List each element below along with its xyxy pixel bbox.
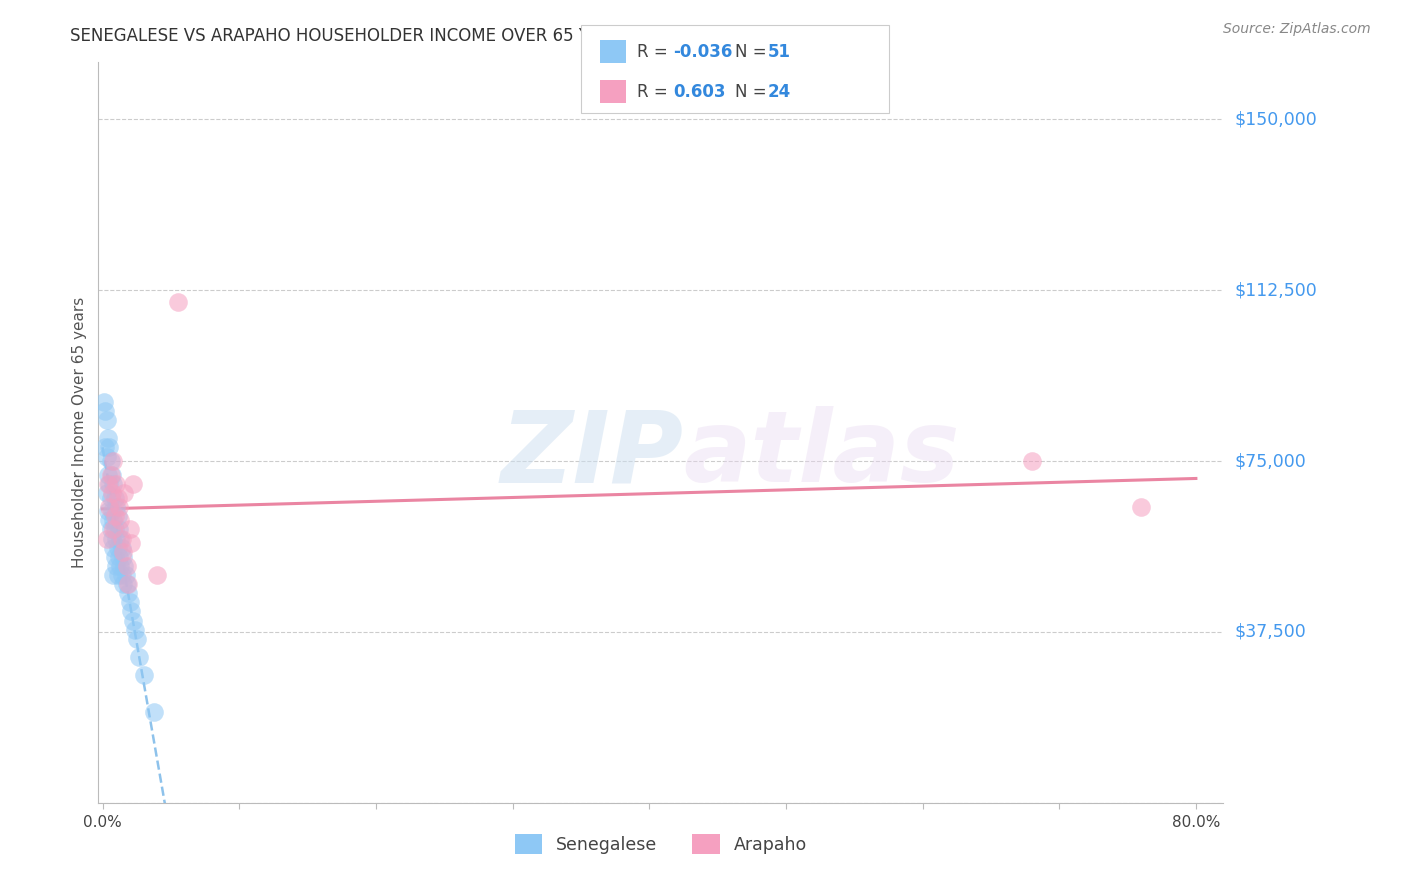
- Text: $150,000: $150,000: [1234, 111, 1317, 128]
- Text: -0.036: -0.036: [673, 43, 733, 61]
- Point: [111, 568, 134, 582]
- Legend: Senegalese, Arapaho: Senegalese, Arapaho: [508, 827, 814, 861]
- Text: ZIP: ZIP: [501, 407, 683, 503]
- Point: [110, 558, 132, 573]
- Point: [105, 532, 128, 546]
- Point: [105, 500, 128, 514]
- Point: [114, 568, 136, 582]
- Text: R =: R =: [637, 43, 673, 61]
- Text: Source: ZipAtlas.com: Source: ZipAtlas.com: [1223, 22, 1371, 37]
- Point: [112, 486, 135, 500]
- Text: 24: 24: [768, 83, 792, 101]
- Point: [111, 532, 134, 546]
- Point: [115, 558, 138, 573]
- Point: [120, 604, 142, 618]
- Point: [100, 491, 122, 505]
- Point: [108, 500, 131, 514]
- Point: [121, 476, 143, 491]
- Point: [166, 294, 188, 309]
- Text: atlas: atlas: [683, 407, 960, 503]
- Point: [98, 476, 121, 491]
- Text: 0.603: 0.603: [673, 83, 725, 101]
- Y-axis label: Householder Income Over 65 years: Householder Income Over 65 years: [72, 297, 87, 568]
- Text: $37,500: $37,500: [1234, 623, 1306, 641]
- Point: [117, 586, 139, 600]
- Point: [101, 504, 124, 518]
- Point: [96, 413, 118, 427]
- Point: [110, 532, 132, 546]
- Text: $112,500: $112,500: [1234, 281, 1317, 299]
- Point: [97, 504, 120, 518]
- Point: [124, 623, 146, 637]
- Point: [111, 549, 134, 564]
- Point: [146, 568, 169, 582]
- Point: [105, 476, 128, 491]
- Point: [110, 513, 132, 527]
- Point: [115, 577, 138, 591]
- Point: [111, 541, 134, 555]
- Point: [108, 549, 131, 564]
- Point: [117, 577, 139, 591]
- Point: [96, 486, 118, 500]
- Point: [107, 491, 129, 505]
- Point: [107, 541, 129, 555]
- Point: [103, 513, 125, 527]
- Point: [103, 541, 125, 555]
- Text: 51: 51: [768, 43, 790, 61]
- Point: [125, 632, 148, 646]
- Point: [98, 500, 121, 514]
- Point: [98, 441, 121, 455]
- Text: N =: N =: [735, 83, 772, 101]
- Point: [94, 404, 117, 418]
- Text: R =: R =: [637, 83, 678, 101]
- Point: [112, 558, 135, 573]
- Point: [118, 595, 141, 609]
- Point: [120, 536, 142, 550]
- Point: [103, 523, 125, 537]
- Point: [111, 545, 134, 559]
- Point: [107, 568, 129, 582]
- Point: [143, 705, 166, 719]
- Point: [104, 491, 127, 505]
- Point: [100, 523, 122, 537]
- Text: $75,000: $75,000: [1234, 452, 1306, 470]
- Point: [93, 395, 115, 409]
- Point: [103, 476, 125, 491]
- Point: [97, 476, 120, 491]
- Point: [103, 568, 125, 582]
- Point: [98, 513, 121, 527]
- Point: [1130, 500, 1153, 514]
- Point: [105, 558, 128, 573]
- Point: [111, 577, 134, 591]
- Point: [100, 467, 122, 482]
- Point: [101, 486, 124, 500]
- Text: SENEGALESE VS ARAPAHO HOUSEHOLDER INCOME OVER 65 YEARS CORRELATION CHART: SENEGALESE VS ARAPAHO HOUSEHOLDER INCOME…: [70, 27, 818, 45]
- Point: [101, 532, 124, 546]
- Point: [118, 523, 141, 537]
- Point: [96, 532, 118, 546]
- Point: [97, 431, 120, 445]
- Point: [100, 454, 122, 468]
- Point: [107, 508, 129, 523]
- Point: [121, 614, 143, 628]
- Point: [103, 454, 125, 468]
- Text: N =: N =: [735, 43, 772, 61]
- Point: [104, 549, 127, 564]
- Point: [101, 467, 124, 482]
- Point: [104, 508, 127, 523]
- Point: [104, 523, 127, 537]
- Point: [128, 650, 150, 665]
- Point: [94, 441, 117, 455]
- Point: [108, 523, 131, 537]
- Point: [1021, 454, 1043, 468]
- Point: [97, 467, 120, 482]
- Point: [132, 668, 155, 682]
- Point: [96, 450, 118, 464]
